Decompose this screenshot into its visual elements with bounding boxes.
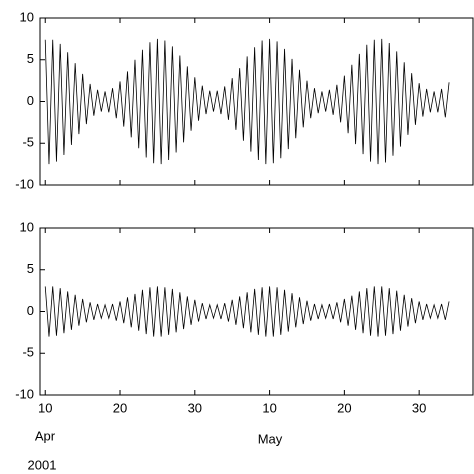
x-tick-label: 10 (38, 400, 52, 415)
x-tick-label: 20 (337, 400, 351, 415)
y-tick-label: -10 (15, 386, 34, 401)
x-tick-label: 30 (412, 400, 426, 415)
month-label: May (258, 431, 283, 446)
month-label: Apr (35, 428, 56, 443)
year-label: 2001 (28, 457, 57, 472)
y-tick-label: 0 (27, 93, 34, 108)
y-tick-label: -5 (22, 345, 34, 360)
y-tick-label: -10 (15, 176, 34, 191)
y-tick-label: 5 (27, 261, 34, 276)
y-tick-label: -5 (22, 135, 34, 150)
x-tick-label: 10 (262, 400, 276, 415)
x-tick-label: 30 (188, 400, 202, 415)
x-tick-label: 20 (113, 400, 127, 415)
signal-line (44, 38, 450, 165)
y-tick-label: 10 (20, 9, 34, 24)
y-tick-label: 10 (20, 219, 34, 234)
y-tick-label: 5 (27, 51, 34, 66)
y-tick-label: 0 (27, 303, 34, 318)
signal-line (44, 286, 450, 337)
